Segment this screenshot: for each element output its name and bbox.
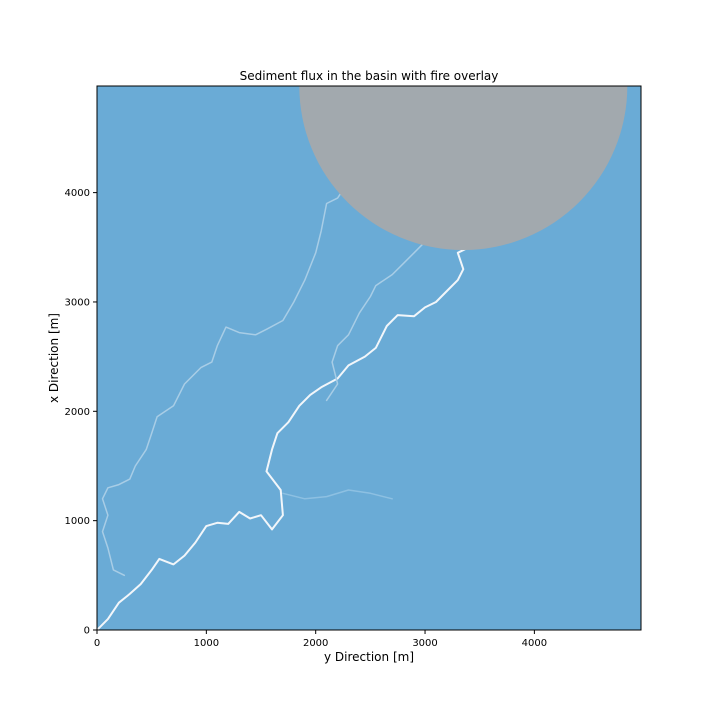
x-tick-label: 0 (94, 638, 100, 649)
x-axis: 0 1000 2000 3000 4000 (94, 630, 547, 649)
chart-title: Sediment flux in the basin with fire ove… (240, 69, 499, 83)
y-tick-label: 3000 (65, 297, 90, 308)
y-tick-label: 1000 (65, 516, 90, 527)
channel-line-1 (97, 246, 470, 630)
y-tick-label: 0 (84, 626, 90, 637)
x-tick-label: 2000 (303, 638, 328, 649)
x-tick-label: 3000 (412, 638, 437, 649)
x-tick-label: 4000 (522, 638, 547, 649)
x-axis-label: y Direction [m] (324, 650, 414, 664)
channel-line-4 (282, 489, 393, 500)
x-tick-label: 1000 (194, 638, 219, 649)
y-axis: 0 1000 2000 3000 4000 (65, 188, 97, 637)
plot-frame (96, 85, 642, 631)
y-tick-label: 2000 (65, 407, 90, 418)
y-axis-label: x Direction [m] (47, 313, 61, 403)
plot-area (96, 85, 642, 631)
channel-line-2 (101, 137, 383, 577)
fire-overlay (299, 86, 628, 250)
y-tick-label: 4000 (65, 188, 90, 199)
